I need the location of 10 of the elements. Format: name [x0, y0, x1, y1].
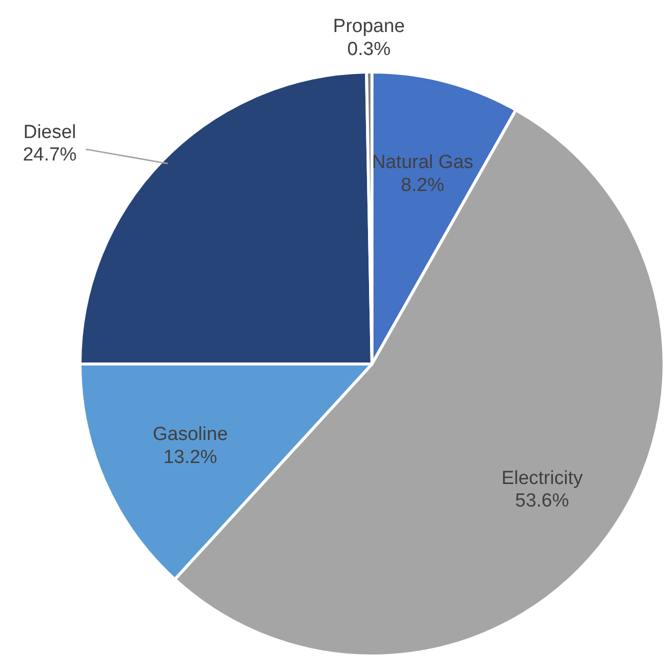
data-label: 8.2% — [400, 174, 444, 196]
data-label: 24.7% — [22, 144, 77, 166]
data-label: 13.2% — [163, 447, 218, 468]
slice-label: Natural Gas — [372, 152, 474, 174]
slice-label: Gasoline — [152, 424, 228, 446]
slice-label: Electricity — [501, 468, 584, 489]
data-label: 0.3% — [347, 39, 391, 60]
slice-label: Diesel — [23, 122, 76, 143]
data-label: 53.6% — [515, 490, 570, 512]
slice-label: Propane — [333, 16, 405, 38]
